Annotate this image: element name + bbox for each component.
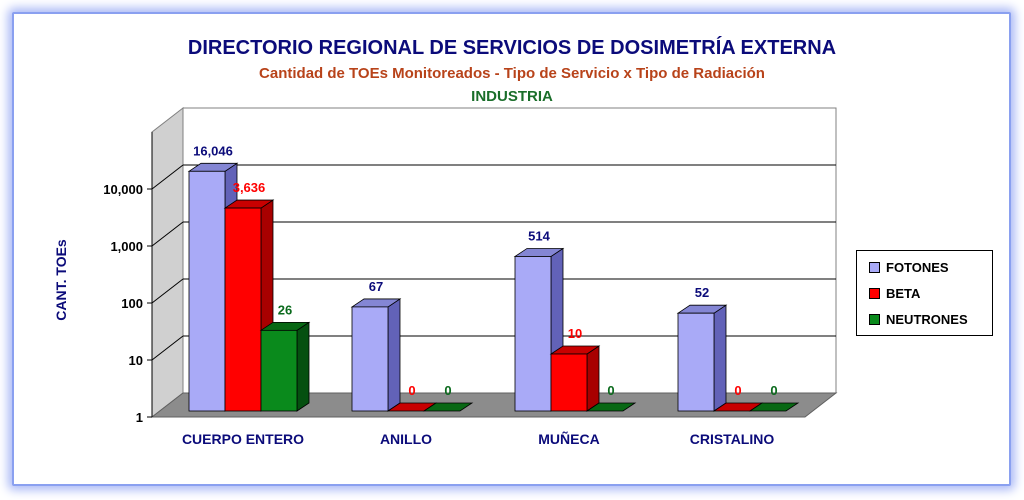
- data-label: 0: [607, 383, 614, 398]
- y-tick-label: 1: [136, 410, 143, 425]
- data-label: 10: [568, 326, 582, 341]
- gridline-side: [151, 164, 184, 190]
- bar-fotones: [514, 256, 552, 412]
- y-tick-label: 10: [129, 353, 143, 368]
- data-label: 0: [444, 383, 451, 398]
- bar-neutrones: [260, 329, 298, 412]
- x-category-label: CUERPO ENTERO: [182, 431, 304, 447]
- plot-floor: [150, 392, 838, 418]
- y-axis-title: CANT. TOEs: [53, 239, 69, 321]
- bar-neutrones-zero: [422, 402, 474, 412]
- bar-beta: [224, 207, 262, 412]
- legend-swatch-beta: [869, 287, 880, 299]
- chart-title: DIRECTORIO REGIONAL DE SERVICIOS DE DOSI…: [187, 37, 837, 59]
- bar-side: [387, 298, 401, 412]
- y-tick-label: 1,000: [110, 239, 143, 254]
- gridline-side: [151, 278, 184, 304]
- bar-neutrones-zero: [748, 402, 800, 412]
- bar-fotones: [188, 170, 226, 412]
- legend-label-neutrones: NEUTRONES: [886, 311, 968, 327]
- bar-side: [296, 321, 310, 412]
- x-category-label: ANILLO: [380, 431, 432, 447]
- chart-subtitle-sector: INDUSTRIA: [471, 88, 553, 105]
- data-label: 514: [528, 228, 550, 243]
- data-label: 0: [734, 383, 741, 398]
- gridline-side: [151, 335, 184, 361]
- bar-fotones: [351, 306, 389, 412]
- gridline-side: [151, 221, 184, 247]
- data-label: 16,046: [193, 143, 233, 158]
- legend-item-beta: BETA: [869, 285, 920, 301]
- x-category-label: MUÑECA: [538, 430, 599, 447]
- legend-swatch-fotones: [869, 261, 880, 273]
- legend-label-fotones: FOTONES: [886, 259, 949, 275]
- legend-swatch-neutrones: [869, 313, 880, 325]
- x-category-label: CRISTALINO: [690, 431, 775, 447]
- chart-subtitle: Cantidad de TOEs Monitoreados - Tipo de …: [259, 65, 765, 82]
- data-label: 3,636: [233, 180, 266, 195]
- bar-side: [586, 345, 600, 412]
- legend-item-fotones: FOTONES: [869, 259, 949, 275]
- data-label: 26: [278, 302, 292, 317]
- legend-item-neutrones: NEUTRONES: [869, 311, 968, 327]
- data-label: 67: [369, 279, 383, 294]
- bar-beta: [550, 353, 588, 412]
- data-label: 52: [695, 285, 709, 300]
- bar-fotones: [677, 312, 715, 412]
- data-label: 0: [770, 383, 777, 398]
- plot-side-wall: [151, 106, 184, 419]
- bar-neutrones-zero: [585, 402, 637, 412]
- y-tick-label: 10,000: [103, 182, 143, 197]
- legend: FOTONES BETA NEUTRONES: [856, 250, 993, 336]
- bar-side: [713, 304, 727, 412]
- legend-label-beta: BETA: [886, 285, 921, 301]
- y-tick-label: 100: [121, 296, 143, 311]
- data-label: 0: [408, 383, 415, 398]
